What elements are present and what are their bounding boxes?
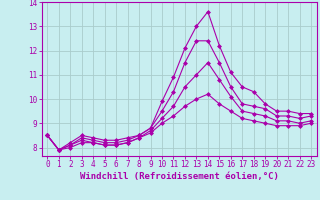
X-axis label: Windchill (Refroidissement éolien,°C): Windchill (Refroidissement éolien,°C) xyxy=(80,172,279,181)
